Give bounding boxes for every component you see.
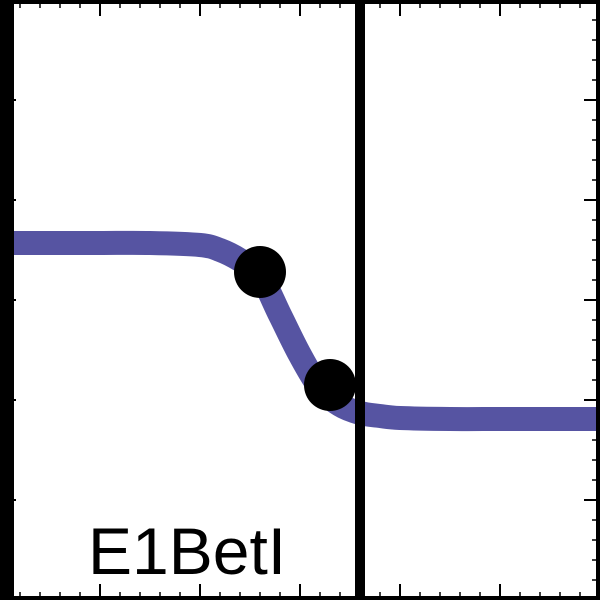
data-point: [234, 246, 286, 298]
plot-label: E1BetI: [88, 514, 286, 588]
data-points-layer: [234, 246, 356, 411]
data-point: [304, 359, 356, 411]
series-curve: [0, 230, 600, 432]
curve-layer: [0, 230, 600, 432]
